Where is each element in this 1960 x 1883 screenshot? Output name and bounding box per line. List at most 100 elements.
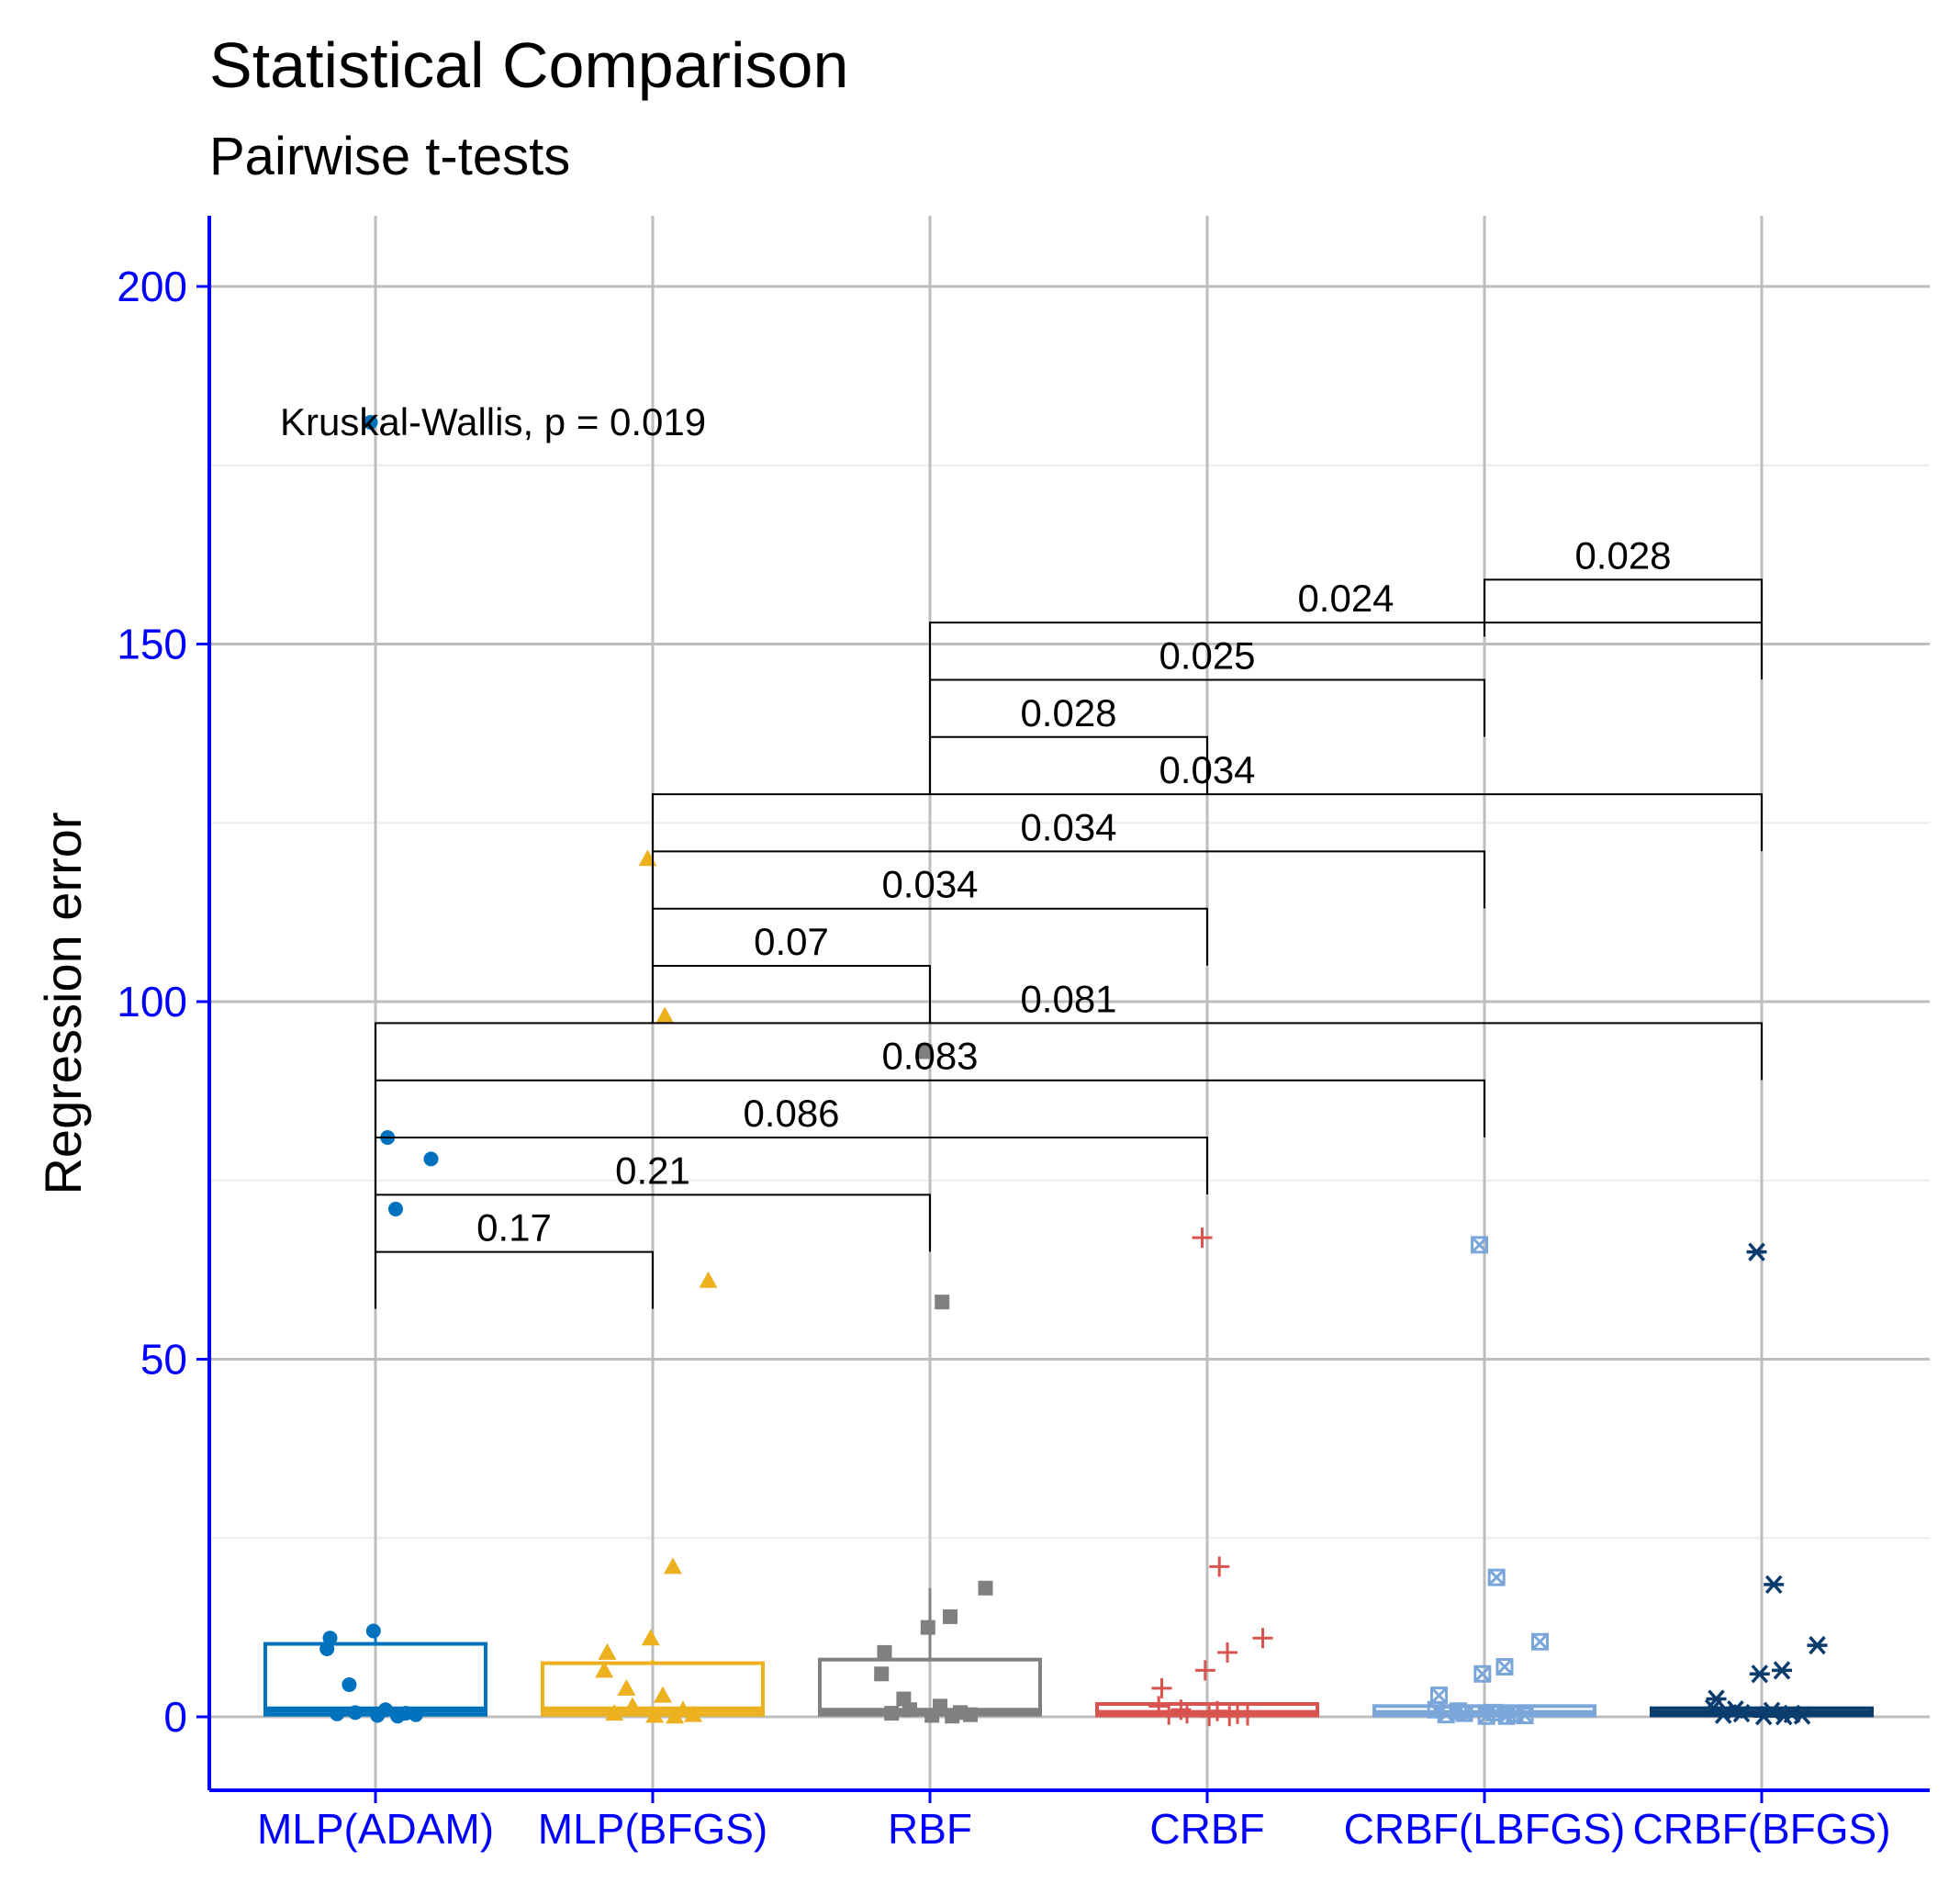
- point: [641, 1629, 660, 1646]
- bracket: 0.034: [652, 863, 1208, 966]
- bracket-line: [375, 1079, 1485, 1138]
- y-tick-label: 150: [117, 621, 187, 668]
- point: [943, 1608, 958, 1624]
- point: [699, 1271, 718, 1288]
- p-value-label: 0.07: [754, 920, 829, 963]
- point: [1217, 1642, 1238, 1663]
- x-tick-label: CRBF(BFGS): [1632, 1805, 1890, 1853]
- point: [1159, 1704, 1180, 1725]
- point: [1774, 1707, 1795, 1726]
- points-CRBF(LBFGS): [1427, 1236, 1549, 1725]
- point: [664, 1557, 682, 1575]
- point: [655, 1006, 675, 1024]
- points-RBF: [874, 1044, 993, 1724]
- x-tick-label: CRBF: [1149, 1805, 1264, 1853]
- point: [409, 1707, 423, 1722]
- y-tick-label: 200: [117, 263, 187, 310]
- point: [877, 1644, 892, 1660]
- bracket-line: [652, 965, 931, 1024]
- bracket-line: [375, 1137, 1208, 1195]
- point: [1471, 1236, 1488, 1254]
- point: [1219, 1706, 1240, 1727]
- points-CRBF: [1148, 1227, 1273, 1727]
- point: [1148, 1696, 1170, 1717]
- point: [924, 1708, 940, 1723]
- point: [1477, 1707, 1495, 1725]
- p-value-label: 0.024: [1297, 577, 1394, 620]
- x-tick-label: MLP(ADAM): [257, 1805, 494, 1853]
- point: [319, 1641, 335, 1656]
- p-value-label: 0.028: [1020, 691, 1116, 734]
- bracket: 0.086: [375, 1092, 1208, 1195]
- point: [365, 1623, 381, 1639]
- y-tick-labels: 0 50 100 150 200: [117, 263, 209, 1741]
- kruskal-wallis-annotation: Kruskal-Wallis, p = 0.019: [280, 400, 706, 443]
- bracket: 0.21: [375, 1149, 931, 1252]
- point: [423, 1151, 439, 1167]
- bracket-line: [375, 1194, 931, 1252]
- point: [388, 1201, 403, 1216]
- p-value-label: 0.034: [1020, 805, 1116, 848]
- bracket: 0.034: [652, 805, 1485, 909]
- point: [978, 1580, 993, 1596]
- p-value-label: 0.086: [743, 1092, 839, 1135]
- box-plots: [263, 1587, 1874, 1718]
- point: [1430, 1687, 1448, 1705]
- point: [1713, 1705, 1734, 1724]
- point: [370, 1708, 386, 1723]
- point: [342, 1676, 357, 1692]
- point: [617, 1678, 636, 1696]
- y-tick-label: 0: [163, 1693, 187, 1741]
- bracket: 0.081: [375, 977, 1763, 1081]
- point: [1473, 1664, 1492, 1683]
- bracket: 0.083: [375, 1035, 1485, 1138]
- x-tick-label: RBF: [888, 1805, 972, 1853]
- bracket: 0.028: [1484, 533, 1763, 637]
- point: [874, 1666, 890, 1682]
- bracket-line: [375, 1022, 1763, 1081]
- bracket: 0.025: [929, 633, 1485, 737]
- point: [1455, 1704, 1473, 1722]
- point: [902, 1702, 917, 1718]
- bracket-line: [929, 735, 1208, 794]
- points-CRBF(BFGS): [1703, 1242, 1828, 1726]
- p-value-label: 0.025: [1159, 633, 1255, 677]
- point: [1772, 1661, 1792, 1680]
- point: [666, 1707, 685, 1724]
- point: [605, 1704, 624, 1721]
- point: [1531, 1632, 1549, 1651]
- y-tick-label: 50: [140, 1336, 187, 1384]
- data-points: [319, 415, 1828, 1727]
- point: [1487, 1568, 1506, 1586]
- x-tick-labels: MLP(ADAM) MLP(BFGS) RBF CRBF CRBF(LBFGS) CRBF…: [257, 1790, 1891, 1853]
- chart-title: Statistical Comparison: [209, 29, 848, 101]
- point: [1209, 1556, 1230, 1577]
- point: [390, 1709, 406, 1724]
- x-tick-label: MLP(BFGS): [538, 1805, 767, 1853]
- point: [330, 1706, 345, 1721]
- bracket-line: [652, 907, 1208, 966]
- bracket-line: [652, 850, 1485, 909]
- point: [1192, 1227, 1213, 1249]
- bracket: 0.028: [929, 691, 1208, 794]
- bracket-line: [375, 1250, 654, 1309]
- point: [598, 1642, 617, 1660]
- point: [1746, 1242, 1767, 1261]
- p-value-label: 0.083: [881, 1035, 978, 1078]
- point: [645, 1706, 665, 1723]
- point: [348, 1705, 363, 1720]
- point: [1516, 1706, 1534, 1724]
- point: [1252, 1628, 1273, 1649]
- grid-lines: [209, 216, 1930, 1790]
- point: [1497, 1707, 1516, 1725]
- p-value-label: 0.17: [476, 1206, 552, 1250]
- point: [595, 1661, 614, 1678]
- x-tick-label: CRBF(LBFGS): [1344, 1805, 1626, 1853]
- point: [674, 1700, 692, 1718]
- point: [1199, 1706, 1220, 1727]
- point: [963, 1707, 978, 1722]
- point: [1807, 1635, 1828, 1655]
- p-value-label: 0.21: [615, 1149, 690, 1192]
- point: [1437, 1706, 1455, 1724]
